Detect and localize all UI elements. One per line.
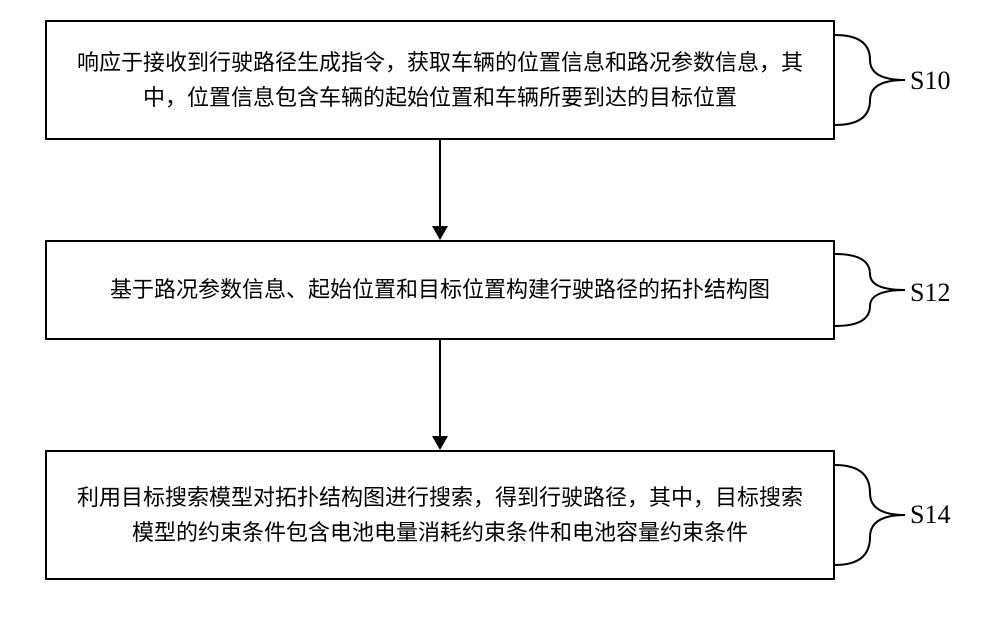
arrow-line bbox=[439, 340, 441, 436]
arrow-line bbox=[439, 140, 441, 226]
step-text: 响应于接收到行驶路径生成指令，获取车辆的位置信息和路况参数信息，其中，位置信息包… bbox=[67, 45, 813, 115]
flow-step-s12: 基于路况参数信息、起始位置和目标位置构建行驶路径的拓扑结构图 bbox=[45, 240, 835, 340]
step-label-s10: S10 bbox=[910, 66, 950, 96]
step-label-s12: S12 bbox=[910, 278, 950, 308]
arrow-head-icon bbox=[432, 436, 448, 450]
flowchart-container: 响应于接收到行驶路径生成指令，获取车辆的位置信息和路况参数信息，其中，位置信息包… bbox=[0, 0, 1000, 626]
step-label-s14: S14 bbox=[910, 500, 950, 530]
arrow-head-icon bbox=[432, 226, 448, 240]
brace-connector-icon bbox=[835, 30, 905, 130]
brace-connector-icon bbox=[835, 250, 905, 330]
step-text: 利用目标搜索模型对拓扑结构图进行搜索，得到行驶路径，其中，目标搜索模型的约束条件… bbox=[67, 480, 813, 550]
flow-step-s14: 利用目标搜索模型对拓扑结构图进行搜索，得到行驶路径，其中，目标搜索模型的约束条件… bbox=[45, 450, 835, 580]
step-text: 基于路况参数信息、起始位置和目标位置构建行驶路径的拓扑结构图 bbox=[110, 272, 770, 307]
flow-step-s10: 响应于接收到行驶路径生成指令，获取车辆的位置信息和路况参数信息，其中，位置信息包… bbox=[45, 20, 835, 140]
brace-connector-icon bbox=[835, 460, 905, 570]
